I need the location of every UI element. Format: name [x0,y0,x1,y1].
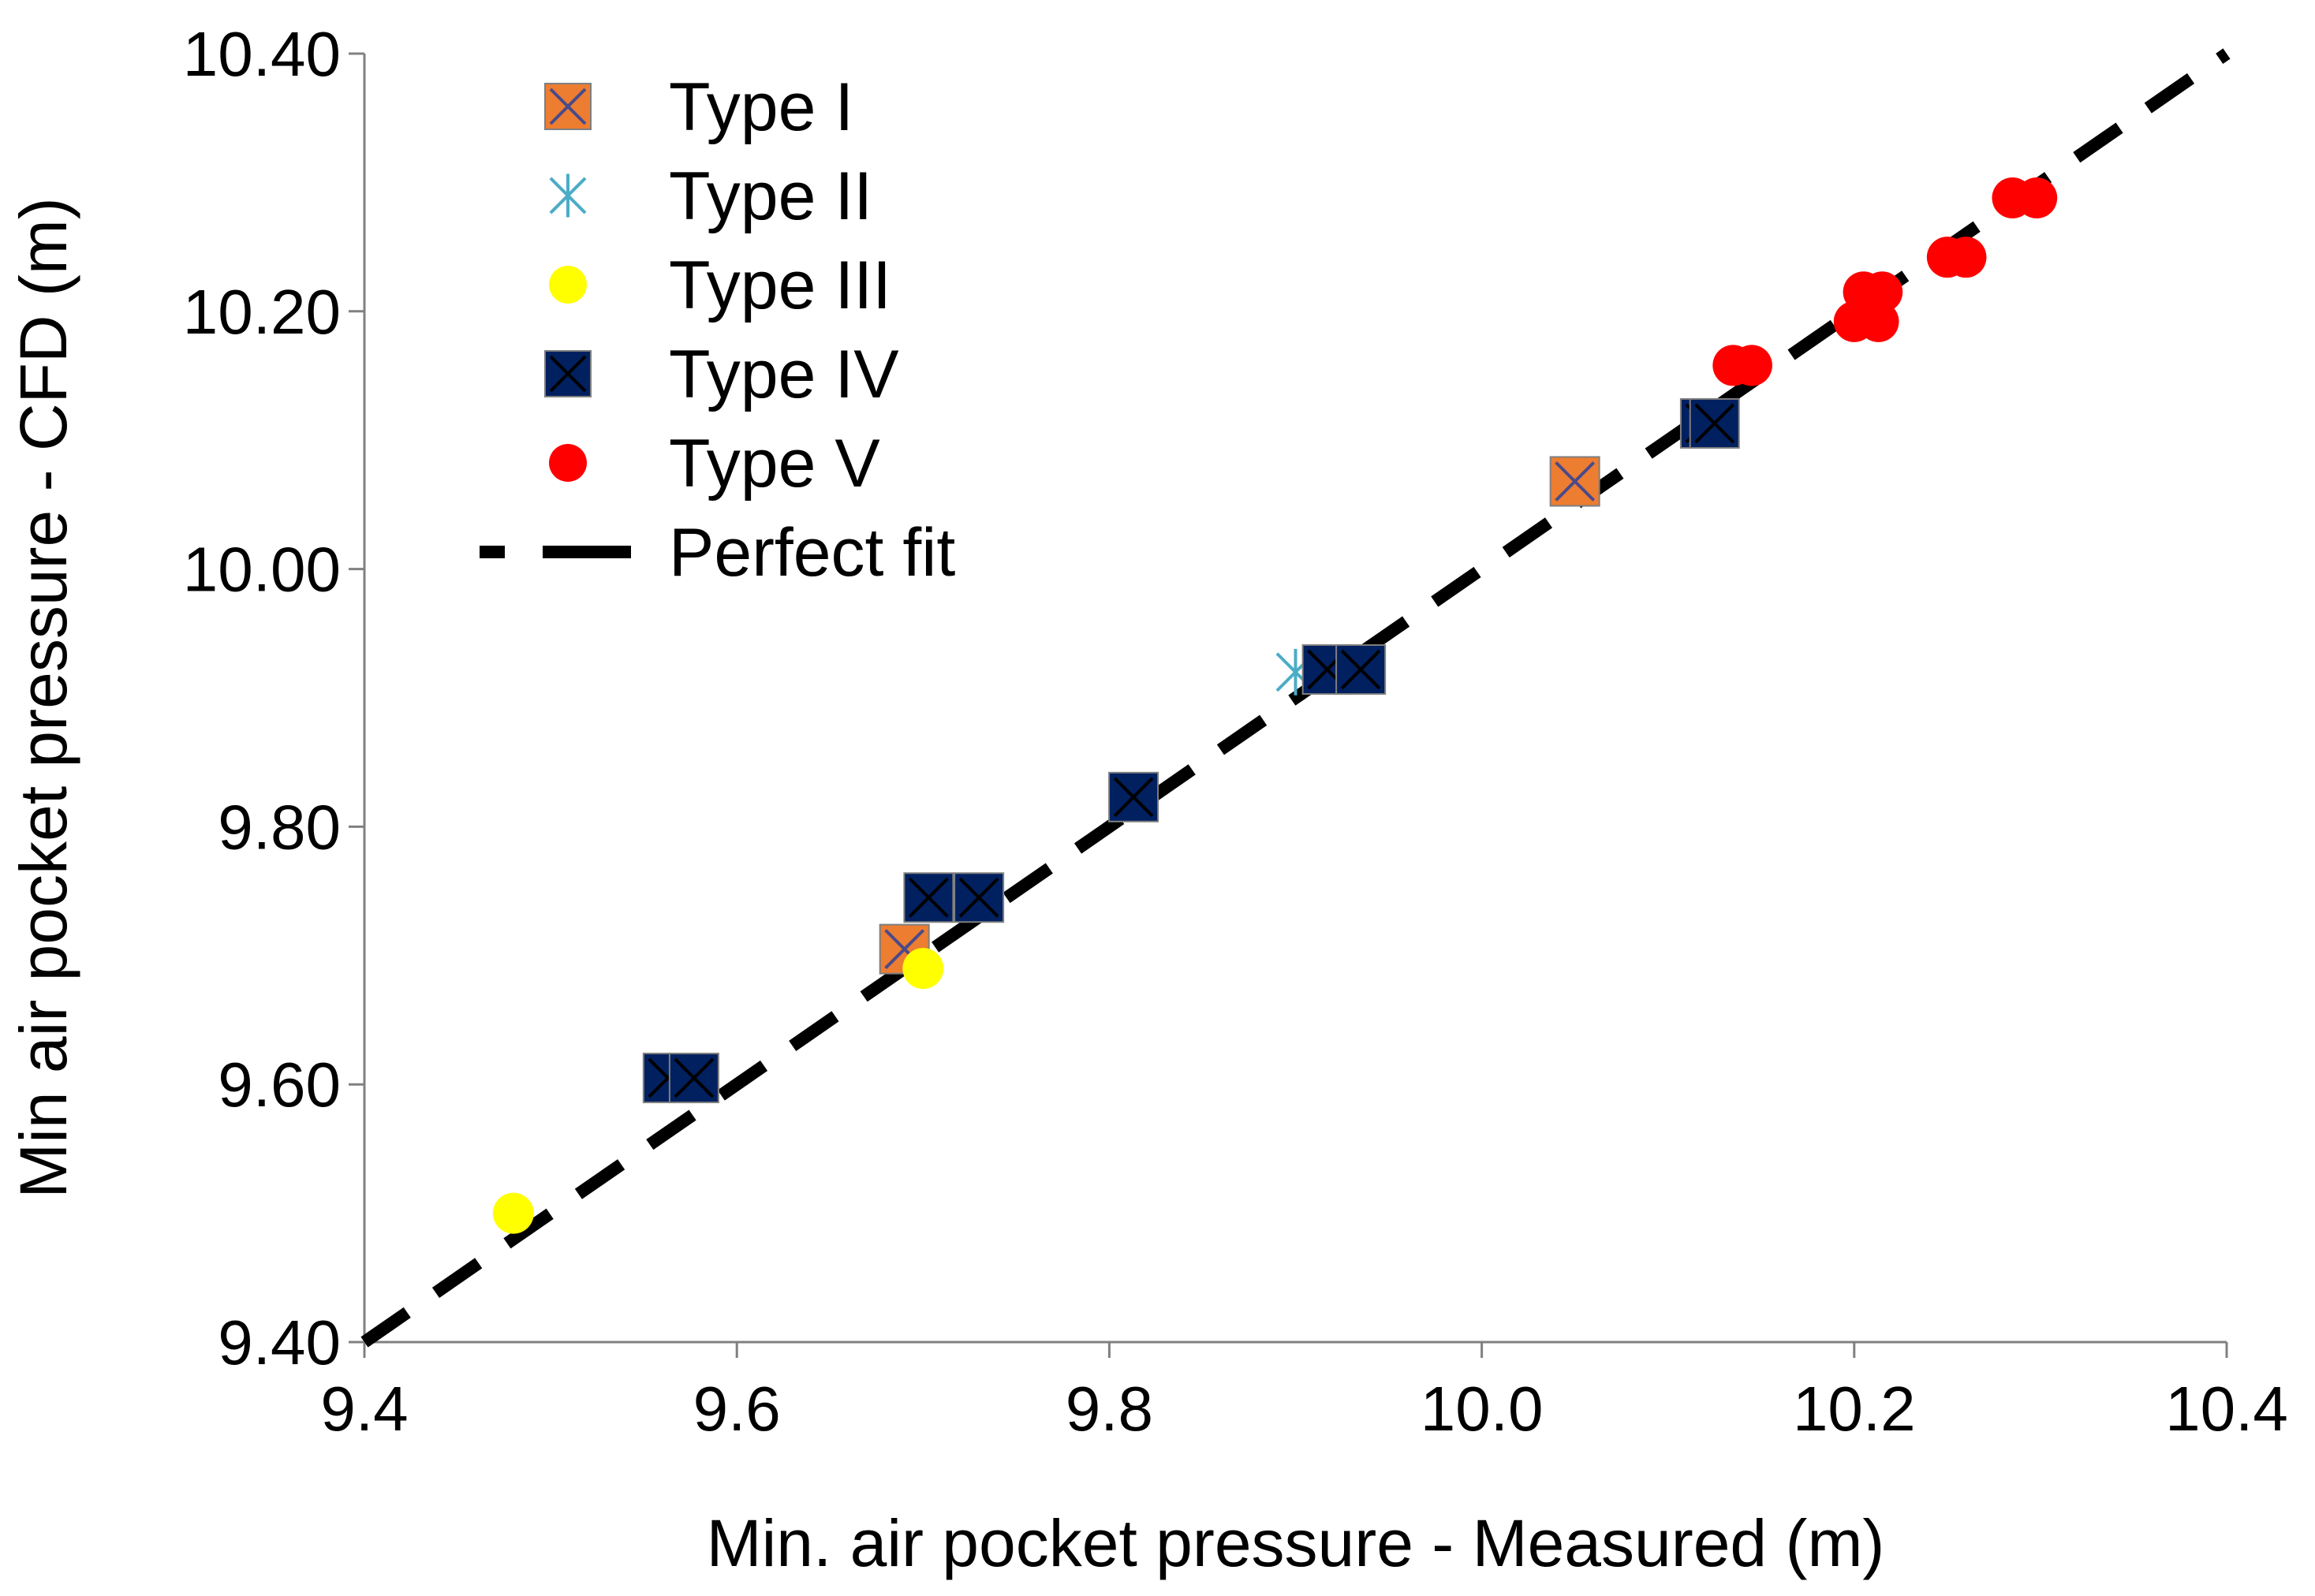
point-type-iv [1335,644,1387,695]
y-axis-title: Min air pocket pressure - CFD (m) [6,197,80,1199]
marker-circle [2016,177,2058,219]
marker-circle [1945,237,1987,278]
legend-item: Type III [549,248,891,323]
point-type-iv [1108,771,1159,822]
legend-item: Type I [544,69,853,145]
point-type-iii [492,1192,534,1234]
x-tick-label: 10.2 [1793,1374,1916,1444]
marker-cross [1113,777,1154,818]
y-tick-label: 9.40 [218,1307,341,1378]
marker-circle [1731,345,1772,386]
marker-cross [1340,649,1381,690]
legend-label: Perfect fit [669,515,955,591]
y-tick-label: 9.80 [218,792,341,862]
x-axis-title: Min. air pocket pressure - Measured (m) [707,1506,1885,1580]
y-tick-label: 10.00 [183,535,341,605]
perfect-fit-line [360,48,2231,1348]
marker-cross [884,929,925,970]
marker-cross [1694,403,1735,444]
legend-item: Type IV [544,337,899,412]
legend-label: Type III [669,248,891,323]
marker-cross [908,877,949,918]
point-type-v [1731,345,1772,386]
point-type-v [1861,271,1903,313]
point-type-iv [668,1053,719,1104]
y-tick-label: 9.60 [218,1050,341,1120]
x-tick-label: 10.0 [1421,1374,1544,1444]
legend-item: Perfect fit [480,515,955,591]
marker-circle [1861,271,1903,313]
marker-cross [674,1057,715,1098]
marker-circle [549,444,587,482]
marker-circle [902,948,944,990]
legend-item: Type V [549,426,880,502]
x-tick-label: 10.4 [2165,1374,2288,1444]
legend-marker [544,350,592,397]
legend-label: Type II [669,158,872,234]
x-tick-label: 9.6 [693,1374,781,1444]
data-markers [492,177,2058,1234]
marker-cross [549,355,587,393]
marker-cross [958,877,999,918]
perfect-fit-dashes [360,48,2231,1348]
point-type-v [1945,237,1987,278]
marker-cross [549,88,587,125]
marker-circle [492,1192,534,1234]
axes: 9.4 9.6 9.8 10.0 10.2 10.4 9.40 9.60 9.80 10.00 10… [183,19,2288,1444]
legend: Type I Type II Type III Type IV Type V Perfec… [480,69,955,591]
legend-item: Type II [549,158,872,234]
point-type-iii [902,948,944,990]
marker-cross [1555,461,1596,502]
x-tick-label: 9.8 [1066,1374,1153,1444]
y-tick-label: 10.20 [183,277,341,347]
y-tick-label: 10.40 [183,19,341,89]
legend-label: Type I [669,69,853,145]
legend-marker [549,173,587,218]
x-tick-label: 9.4 [320,1374,408,1444]
marker-circle [549,266,587,304]
legend-label: Type IV [669,337,899,412]
legend-label: Type V [669,426,880,502]
point-type-iv [903,872,954,923]
legend-marker [549,444,587,482]
point-type-i [1549,456,1600,507]
legend-marker [544,83,592,130]
point-type-iv [954,872,1005,923]
point-type-v [2016,177,2058,219]
legend-marker [549,266,587,304]
point-type-iv [1689,397,1740,449]
